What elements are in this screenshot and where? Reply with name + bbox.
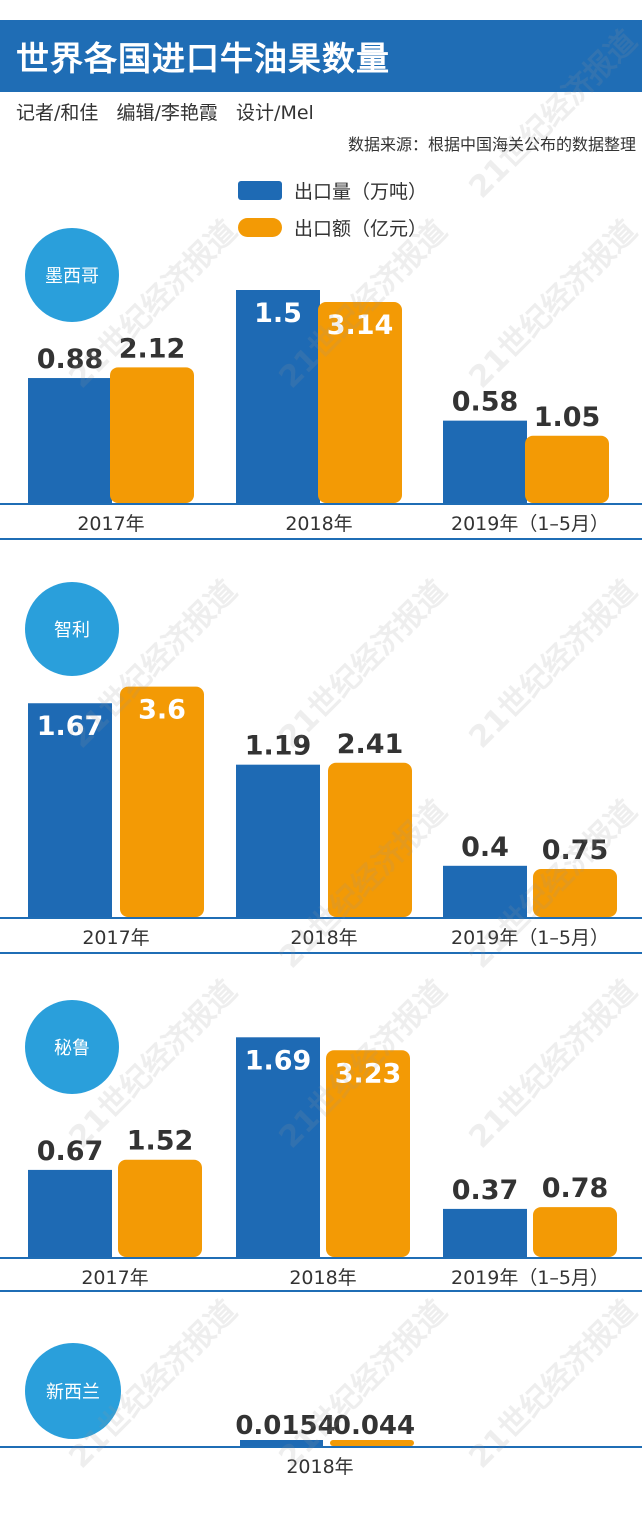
data-label-value: 2.12 <box>119 333 186 364</box>
category-label: 2017年 <box>81 1267 148 1289</box>
title-bar: 世界各国进口牛油果数量 <box>0 20 642 92</box>
bar-volume <box>443 865 527 917</box>
country-badge-new-zealand: 新西兰 <box>25 1343 121 1439</box>
legend-swatch-value <box>238 218 282 237</box>
country-badge-mexico: 墨西哥 <box>25 228 119 322</box>
credits: 记者/和佳 编辑/李艳霞 设计/Mel <box>16 102 314 124</box>
bar-value <box>118 1159 202 1257</box>
data-label-value: 3.23 <box>335 1058 402 1089</box>
category-label: 2017年 <box>82 927 149 949</box>
legend-volume: 出口量（万吨） <box>238 177 427 204</box>
bar-volume <box>236 290 320 503</box>
category-label: 2017年 <box>77 513 144 535</box>
bar-value <box>110 367 194 503</box>
data-label-value: 2.41 <box>337 729 404 760</box>
bar-volume <box>236 764 320 917</box>
section-divider <box>0 952 642 954</box>
bar-volume <box>443 420 527 503</box>
bar-value <box>328 762 412 917</box>
section-divider <box>0 538 642 540</box>
bar-volume <box>443 1208 527 1257</box>
data-label-volume: 0.58 <box>452 387 519 418</box>
page-title: 世界各国进口牛油果数量 <box>16 39 390 78</box>
data-label-value: 1.05 <box>534 402 601 433</box>
bar-value <box>533 869 617 917</box>
country-badge-chile: 智利 <box>25 582 119 676</box>
bar-value <box>120 686 204 917</box>
data-label-value: 3.14 <box>327 310 394 341</box>
bar-value <box>330 1440 414 1446</box>
legend-label-volume: 出口量（万吨） <box>294 181 428 203</box>
category-label: 2018年 <box>289 1267 356 1289</box>
bar-value <box>533 1207 617 1257</box>
bar-value <box>318 302 402 503</box>
data-label-volume: 1.5 <box>254 298 302 329</box>
data-label-value: 3.6 <box>138 695 186 726</box>
data-label-volume: 1.19 <box>245 731 312 762</box>
data-label-volume: 0.37 <box>452 1175 519 1206</box>
data-label-value: 1.52 <box>127 1126 194 1157</box>
data-label-volume: 0.88 <box>37 344 104 375</box>
data-label-value: 0.78 <box>542 1173 609 1204</box>
data-label-volume: 0.0154 <box>235 1411 335 1441</box>
bar-volume <box>28 378 112 503</box>
category-label: 2018年 <box>285 513 352 535</box>
data-label-volume: 0.4 <box>461 832 509 863</box>
data-label-volume: 1.67 <box>37 711 104 742</box>
legend-swatch-volume <box>238 181 282 200</box>
category-label: 2018年 <box>290 927 357 949</box>
data-source: 数据来源：根据中国海关公布的数据整理 <box>347 135 636 154</box>
data-label-volume: 1.69 <box>245 1045 312 1076</box>
data-label-value: 0.044 <box>333 1411 415 1441</box>
data-label-value: 0.75 <box>542 835 609 866</box>
legend-label-value: 出口额（亿元） <box>294 218 428 240</box>
section-divider <box>0 1290 642 1292</box>
bar-value <box>326 1050 410 1257</box>
data-label-volume: 0.67 <box>37 1136 104 1167</box>
bar-value <box>525 435 609 503</box>
bar-volume <box>28 1169 112 1257</box>
category-label: 2019年（1–5月） <box>451 513 609 535</box>
category-label: 2019年（1–5月） <box>451 927 609 949</box>
bar-volume <box>240 1440 323 1446</box>
bar-volume <box>28 703 112 917</box>
legend-value: 出口额（亿元） <box>238 214 427 241</box>
category-label: 2019年（1–5月） <box>451 1267 609 1289</box>
category-label: 2018年 <box>286 1456 353 1478</box>
bar-volume <box>236 1037 320 1257</box>
country-badge-peru: 秘鲁 <box>25 1000 119 1094</box>
